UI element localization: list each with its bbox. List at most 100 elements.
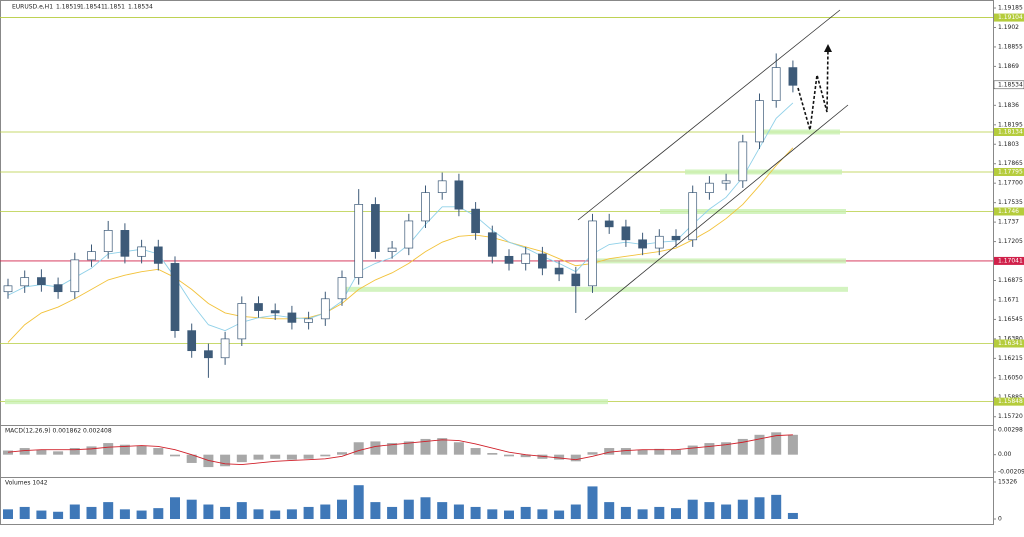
candle-body bbox=[254, 303, 263, 311]
volume-bar bbox=[69, 504, 80, 519]
volume-bar bbox=[236, 502, 247, 519]
macd-bar bbox=[504, 454, 514, 457]
y-tick-label: 1.1671 bbox=[998, 296, 1019, 303]
ohlc: 1.18534 bbox=[128, 4, 153, 11]
macd-bar bbox=[754, 434, 765, 455]
macd-bar bbox=[170, 454, 180, 457]
candle-body bbox=[354, 204, 364, 278]
labels: 1.191851.19021.188551.18691.18361.181951… bbox=[993, 5, 1024, 523]
volume-bar bbox=[437, 502, 448, 519]
volume-bar bbox=[203, 504, 214, 519]
y-tick-label: 1.18855 bbox=[998, 43, 1023, 50]
macd-bar bbox=[236, 454, 247, 463]
y-tick-label: 1.15885 bbox=[998, 394, 1023, 401]
macd-bar bbox=[687, 445, 698, 455]
marks bbox=[3, 53, 798, 519]
candle-body bbox=[638, 239, 647, 249]
y-tick-label: 1.1902 bbox=[998, 24, 1019, 31]
candle-body bbox=[454, 180, 464, 210]
volume-bar bbox=[620, 506, 631, 519]
macd-bar bbox=[437, 438, 448, 455]
candle-body bbox=[521, 253, 531, 264]
y-tick-label: 1.16875 bbox=[998, 277, 1023, 284]
candle-body bbox=[204, 350, 213, 359]
channel-upper bbox=[577, 9, 841, 221]
candle-body bbox=[137, 246, 146, 257]
macd-bar bbox=[370, 441, 381, 455]
volume-bar bbox=[270, 510, 281, 519]
candle-body bbox=[788, 67, 798, 86]
volume-bar bbox=[453, 504, 464, 519]
macd-bar bbox=[570, 454, 581, 462]
volume-bar bbox=[637, 509, 648, 519]
macd-bar bbox=[136, 445, 147, 455]
candle-body bbox=[755, 100, 764, 143]
volume-bar bbox=[86, 506, 97, 519]
y-tick-label: -0.002093 bbox=[998, 469, 1024, 476]
volume-bar bbox=[119, 509, 130, 519]
volume-bar bbox=[3, 509, 13, 519]
macd-bar bbox=[220, 454, 231, 467]
volumes-title: Volumes 1042 bbox=[5, 480, 48, 487]
candle-body bbox=[337, 277, 347, 300]
candle-body bbox=[588, 220, 597, 287]
level-label: 1.18134 bbox=[998, 128, 1023, 135]
macd-bar bbox=[337, 452, 347, 455]
volume-bar bbox=[170, 497, 180, 519]
y-tick-label: 1.18195 bbox=[998, 121, 1023, 128]
macd-bar bbox=[286, 454, 297, 460]
candle-body bbox=[37, 277, 46, 285]
volume-bar bbox=[554, 510, 565, 519]
candle-body bbox=[287, 312, 297, 323]
y-tick-label: 1.1869 bbox=[998, 63, 1019, 70]
candle-body bbox=[304, 318, 313, 323]
volume-bar bbox=[103, 502, 114, 519]
level-tag bbox=[994, 339, 1024, 348]
candle-body bbox=[471, 208, 480, 234]
ohlc: 1.18519 bbox=[56, 4, 81, 11]
macd-bar bbox=[86, 446, 97, 455]
macd-bar bbox=[554, 454, 565, 460]
macd-bar bbox=[320, 454, 331, 457]
price-tag bbox=[993, 80, 1024, 90]
macd-bar bbox=[403, 441, 414, 455]
line bbox=[7, 147, 794, 343]
macd-bar bbox=[587, 452, 598, 455]
candle-body bbox=[237, 303, 247, 340]
volume-bar bbox=[403, 499, 414, 519]
volume-bar bbox=[153, 508, 164, 519]
volume-bar bbox=[487, 509, 498, 519]
level-label: 1.15848 bbox=[998, 398, 1023, 405]
ohlc: 1.18541 bbox=[80, 4, 105, 11]
zone bbox=[5, 399, 608, 405]
macd-bar bbox=[737, 438, 748, 455]
candle-body bbox=[103, 230, 113, 252]
y-tick-label: 1.1803 bbox=[998, 141, 1019, 148]
macd-bar bbox=[704, 443, 715, 455]
macd-bar bbox=[103, 443, 114, 455]
zone bbox=[590, 258, 846, 264]
macd-bar bbox=[654, 448, 665, 455]
volume-bar bbox=[587, 486, 598, 519]
macd-bar bbox=[69, 448, 80, 455]
y-tick-label: 1.17865 bbox=[998, 160, 1023, 167]
candle-body bbox=[270, 310, 280, 314]
volume-bar bbox=[320, 504, 331, 519]
y-tick-label: 1.16215 bbox=[998, 355, 1023, 362]
macd-bar bbox=[453, 442, 464, 455]
macd-bar bbox=[186, 454, 197, 463]
y-tick-label: 1.19185 bbox=[998, 5, 1023, 12]
y-tick-label: 1.17205 bbox=[998, 238, 1023, 245]
macd-bar bbox=[520, 454, 531, 458]
macd-bar bbox=[771, 432, 782, 455]
zone bbox=[685, 169, 842, 175]
volume-bar bbox=[303, 506, 314, 519]
macd-bar bbox=[53, 451, 64, 455]
ohlc: 1.1851 bbox=[104, 4, 125, 11]
candle-body bbox=[3, 285, 13, 293]
candle-body bbox=[705, 182, 714, 193]
candle-body bbox=[504, 255, 514, 264]
volume-bar bbox=[687, 499, 698, 519]
candle-body bbox=[404, 220, 414, 249]
